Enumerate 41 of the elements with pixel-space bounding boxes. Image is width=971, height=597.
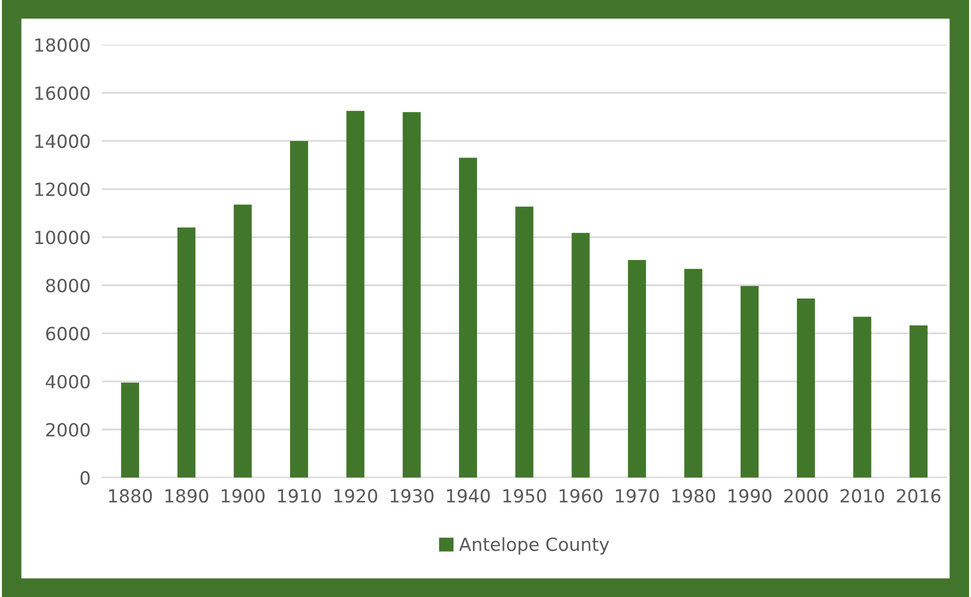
x-tick-label: 1930: [390, 489, 434, 503]
y-tick-label: 10000: [35, 230, 90, 244]
bar: [402, 112, 421, 478]
bar: [346, 110, 364, 478]
x-tick-label: 1960: [560, 489, 602, 503]
x-tick-label: 1910: [278, 489, 321, 503]
x-tick-label: 1900: [222, 489, 265, 503]
x-tick-label: 1920: [334, 489, 378, 503]
bar: [234, 204, 252, 478]
bar: [740, 286, 759, 478]
x-tick-label: 1970: [616, 489, 659, 503]
x-tick-label: 2000: [784, 489, 828, 503]
y-tick-label: 0: [80, 471, 90, 485]
x-tick-label: 2016: [896, 489, 940, 503]
y-tick-label: 4000: [46, 374, 90, 389]
bar: [572, 232, 590, 478]
x-tick-label: 2010: [840, 489, 884, 503]
bar: [177, 228, 196, 478]
x-tick-label: 1890: [165, 489, 208, 503]
bar: [796, 298, 815, 478]
x-tick-label: 1880: [109, 489, 152, 503]
bar: [121, 382, 140, 478]
bar: [515, 206, 534, 478]
x-tick-label: 1980: [672, 489, 716, 503]
y-tick-label: 12000: [35, 182, 90, 196]
bar: [853, 316, 872, 478]
bar: [290, 140, 308, 478]
y-tick-label: 8000: [46, 278, 90, 292]
bar: [910, 325, 928, 478]
x-tick-label: 1940: [447, 489, 490, 503]
legend-label: Antelope County: [459, 537, 610, 555]
y-tick-label: 16000: [35, 86, 90, 100]
y-tick-label: 18000: [35, 38, 90, 52]
bar: [628, 260, 646, 478]
x-tick-label: 1990: [728, 489, 772, 503]
y-tick-label: 6000: [46, 326, 90, 340]
bar: [684, 268, 702, 478]
y-tick-label: 14000: [35, 134, 90, 148]
y-tick-label: 2000: [46, 422, 90, 437]
x-tick-label: 1950: [503, 489, 546, 503]
bar: [459, 158, 478, 478]
